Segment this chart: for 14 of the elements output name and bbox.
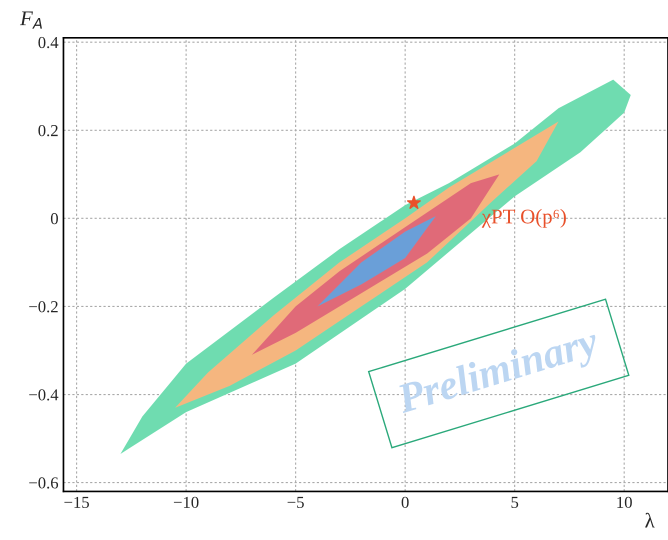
x-tick-label: −10	[174, 496, 199, 508]
y-tick-label: 0.4	[38, 36, 58, 48]
x-tick-label: 5	[511, 496, 518, 508]
x-tick-label: 0	[402, 496, 409, 508]
x-tick-label: 10	[617, 496, 632, 508]
y-tick-label: −0.6	[29, 477, 58, 489]
y-tick-label: −0.2	[29, 301, 58, 312]
y-tick-label: 0	[50, 213, 58, 224]
x-tick-label: −15	[64, 496, 89, 508]
y-tick-label: −0.4	[29, 389, 58, 401]
y-axis-title: F$_{A}$	[20, 12, 42, 29]
x-axis-title: λ	[645, 512, 655, 528]
x-tick-label: −5	[288, 496, 304, 508]
y-tick-label: 0.2	[38, 124, 58, 136]
